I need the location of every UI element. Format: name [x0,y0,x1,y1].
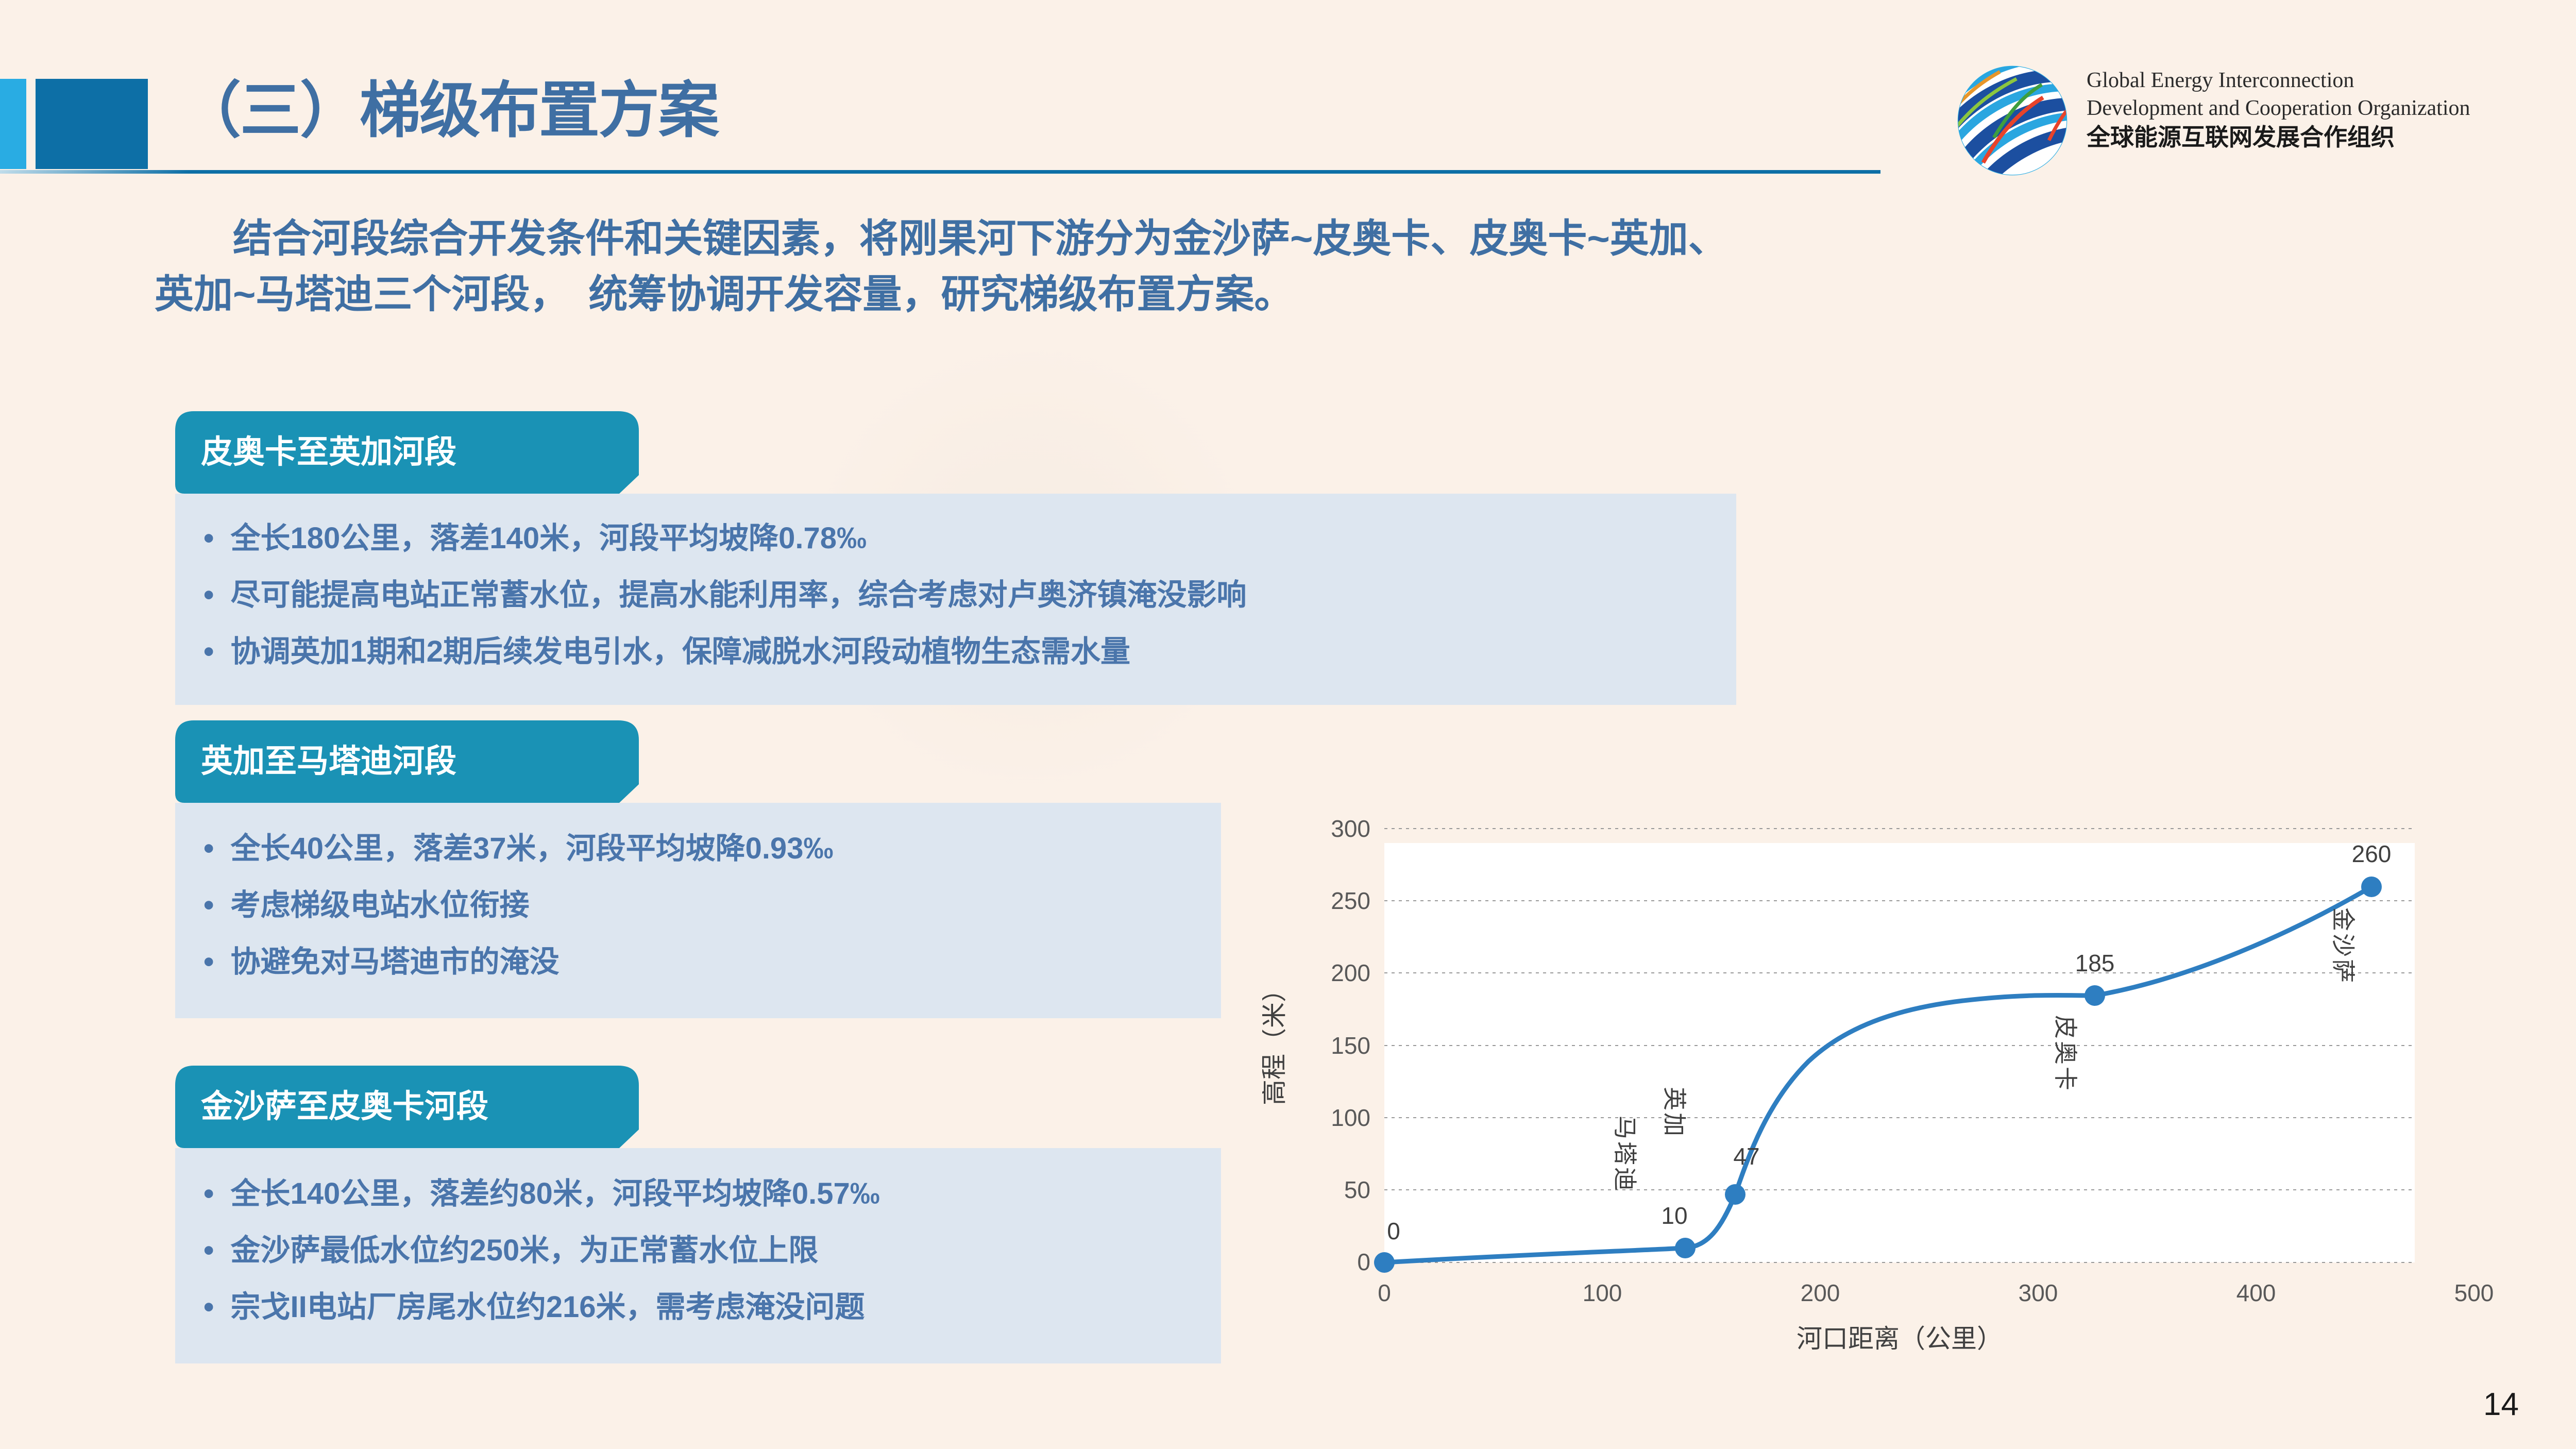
svg-text:150: 150 [1331,1032,1370,1059]
svg-text:0: 0 [1378,1279,1391,1306]
svg-text:10: 10 [1661,1202,1687,1229]
svg-text:高程（米）: 高程（米） [1262,976,1289,1105]
svg-text:300: 300 [1331,815,1370,842]
svg-text:250: 250 [1331,887,1370,914]
svg-text:河口距离（公里）: 河口距离（公里） [1797,1324,2003,1353]
svg-text:0: 0 [1357,1249,1370,1275]
svg-text:0: 0 [1387,1218,1400,1244]
svg-text:50: 50 [1344,1176,1370,1203]
svg-text:200: 200 [1331,959,1370,986]
svg-text:100: 100 [1331,1104,1370,1131]
svg-text:185: 185 [2075,950,2115,976]
svg-text:400: 400 [2236,1279,2276,1306]
svg-text:200: 200 [1801,1279,1840,1306]
svg-text:500: 500 [2454,1279,2494,1306]
svg-text:100: 100 [1583,1279,1622,1306]
svg-text:47: 47 [1733,1143,1759,1170]
svg-text:300: 300 [2019,1279,2058,1306]
svg-text:260: 260 [2352,840,2392,867]
